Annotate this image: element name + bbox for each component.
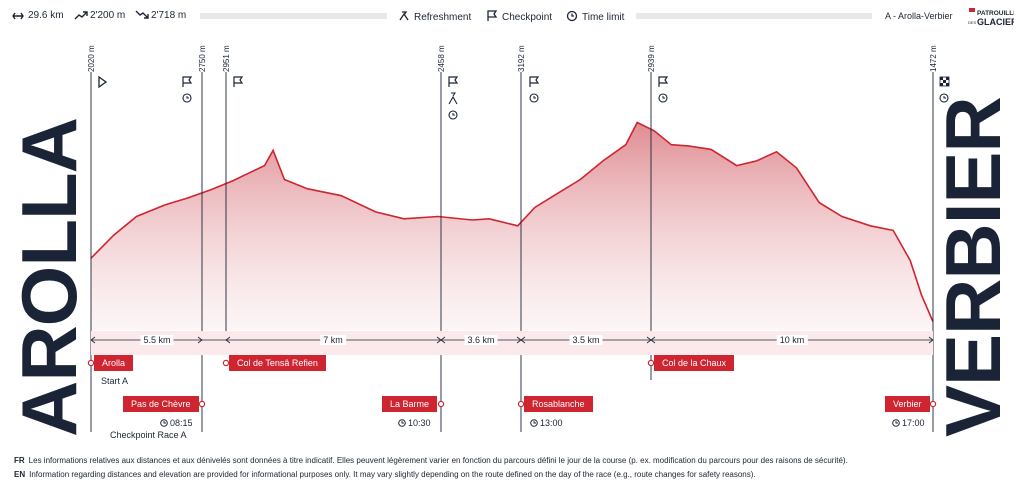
profile-area (91, 122, 933, 330)
time-limit-icon (892, 419, 900, 427)
station-dot-verbier (929, 400, 937, 408)
station-dot-pas-de-chevre (198, 400, 206, 408)
route-distance: 29.6 km (28, 10, 64, 21)
footnote-en: EN Information regarding distances and el… (14, 470, 756, 479)
place-tag-col-chaux: Col de la Chaux (654, 355, 735, 371)
place-sub-arolla: Start A (101, 376, 129, 386)
time-limit-icon (939, 93, 949, 103)
altitude-label-verbier: 1472 m (929, 45, 938, 72)
station-dot-col-chaux (647, 359, 655, 367)
place-time-la-barme: 10:30 (408, 418, 431, 428)
route-descent: 2'718 m (151, 10, 187, 21)
svg-text:GLACIERS: GLACIERS (977, 17, 1014, 27)
time-limit-icon (566, 10, 578, 22)
distance-arrows (90, 336, 934, 344)
station-dot-la-barme (437, 400, 445, 408)
station-dot-rosablanche (517, 400, 525, 408)
place-tag-pas-de-chevre: Pas de Chèvre (123, 396, 199, 412)
segment-distance: 3.5 km (569, 335, 603, 345)
place-tag-verbier: Verbier (885, 396, 930, 412)
refreshment-icon (399, 11, 409, 21)
patrouille-logo: PATROUILLE DES GLACIERS (966, 7, 1024, 27)
segment-distance: 5.5 km (140, 335, 174, 345)
header-divider-right (636, 13, 872, 19)
station-dot-arolla (87, 359, 95, 367)
race-name: A - Arolla-Verbier (885, 11, 953, 21)
altitude-label-pas-de-chevre: 2750 m (198, 45, 207, 72)
checkpoint-icon (182, 76, 193, 87)
finish-flag-icon (939, 76, 950, 87)
time-limit-icon (182, 93, 192, 103)
footnote-text-en: Information regarding distances and elev… (29, 470, 756, 479)
place-tag-arolla: Arolla (94, 355, 134, 371)
checkpoint-icon (448, 76, 459, 87)
svg-text:DES: DES (968, 20, 977, 25)
segment-distance: 3.6 km (464, 335, 498, 345)
checkpoint-icon (529, 76, 540, 87)
legend-refreshment: Refreshment (398, 10, 471, 23)
distance-icon (12, 12, 24, 20)
time-limit-icon (658, 93, 668, 103)
checkpoint-icon (658, 76, 669, 87)
footnote-lang-en: EN (14, 470, 26, 479)
route-header: 29.6 km 2'200 m 2'718 m Refreshment Chec… (0, 0, 1024, 32)
altitude-label-rosablanche: 3192 m (517, 45, 526, 72)
legend-checkpoint-label: Checkpoint (502, 12, 553, 23)
place-sub-pas-de-chevre: Checkpoint Race A (110, 430, 187, 440)
segment-distance: 10 km (776, 335, 808, 345)
legend-refreshment-label: Refreshment (414, 12, 472, 23)
place-time-rosablanche: 13:00 (540, 418, 563, 428)
time-limit-icon (448, 110, 458, 120)
footnote-fr: FR Les informations relatives aux distanc… (14, 456, 848, 465)
legend-time-limit: Time limit (566, 10, 624, 23)
descent-icon (135, 10, 149, 19)
time-limit-icon (530, 419, 538, 427)
place-time-verbier: 17:00 (902, 418, 925, 428)
altitude-label-la-barme: 2458 m (437, 45, 446, 72)
start-icon (98, 75, 108, 89)
place-time-pas-de-chevre: 08:15 (170, 418, 193, 428)
altitude-label-col-tensa: 2951 m (222, 45, 231, 72)
checkpoint-icon (487, 10, 498, 21)
time-limit-icon (398, 419, 406, 427)
time-limit-icon (529, 93, 539, 103)
ascent-icon (74, 11, 88, 20)
checkpoint-icon (233, 76, 244, 87)
place-tag-rosablanche: Rosablanche (524, 396, 593, 412)
station-dot-col-tensa (222, 359, 230, 367)
altitude-label-arolla: 2020 m (87, 45, 96, 72)
header-divider-left (200, 13, 387, 19)
profile-line (90, 121, 934, 323)
segment-distance: 7 km (320, 335, 346, 345)
footnote-lang-fr: FR (14, 456, 25, 465)
svg-text:PATROUILLE: PATROUILLE (977, 10, 1014, 17)
route-ascent: 2'200 m (90, 10, 126, 21)
altitude-label-col-chaux: 2939 m (647, 45, 656, 72)
refreshment-icon (448, 92, 458, 105)
place-tag-la-barme: La Barme (382, 396, 438, 412)
place-tag-col-tensa: Col de Tensâ Refien (229, 355, 326, 371)
footnote-text-fr: Les informations relatives aux distances… (28, 456, 848, 465)
legend-time-limit-label: Time limit (582, 12, 625, 23)
time-limit-icon (160, 419, 168, 427)
legend-checkpoint: Checkpoint (486, 10, 552, 23)
